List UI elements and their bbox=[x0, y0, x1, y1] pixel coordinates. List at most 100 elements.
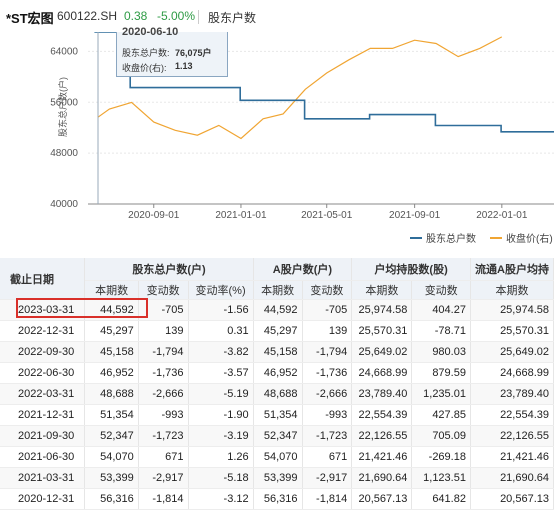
row-date: 2022-09-30 bbox=[0, 341, 86, 363]
row-cell: 25,570.31 bbox=[470, 320, 554, 342]
row-cell: -1,794 bbox=[138, 341, 189, 363]
row-cell: -705 bbox=[138, 299, 189, 321]
col-date-header[interactable]: 截止日期 bbox=[0, 258, 86, 300]
row-cell: 46,952 bbox=[84, 362, 139, 384]
row-date: 2022-12-31 bbox=[0, 320, 86, 342]
row-date: 2021-12-31 bbox=[0, 404, 86, 426]
row-cell: 1,235.01 bbox=[411, 383, 471, 405]
holders-chart[interactable]: 64000 56000 48000 40000 2020-09-01 2021-01-0… bbox=[0, 32, 554, 250]
row-cell: -5.18 bbox=[188, 467, 254, 489]
row-cell: 23,789.40 bbox=[470, 383, 554, 405]
row-cell: 20,567.13 bbox=[470, 488, 554, 510]
row-date: 2021-03-31 bbox=[0, 467, 86, 489]
y-tick-label: 56000 bbox=[50, 97, 78, 108]
row-cell: 0.31 bbox=[188, 320, 254, 342]
row-cell: 54,070 bbox=[253, 446, 303, 468]
chart-legend[interactable]: 股东总户数 收盘价(右) bbox=[410, 232, 553, 245]
table-row[interactable]: 2022-06-30 46,952 -1,736 -3.57 46,952 -1,736 2… bbox=[0, 362, 554, 384]
row-cell: 21,421.46 bbox=[470, 446, 554, 468]
table-row[interactable]: 2021-03-31 53,399 -2,917 -5.18 53,399 -2,917 2… bbox=[0, 467, 554, 489]
sub-header[interactable]: 本期数 bbox=[351, 280, 413, 300]
stock-header: *ST宏图 600122.SH 0.38 -5.00% 股东户数 bbox=[0, 0, 554, 32]
row-cell: -5.19 bbox=[188, 383, 254, 405]
holders-table: 截止日期 股东总户数(户) A股户数(户) 户均持股数(股) 流通A股户均持 本… bbox=[0, 258, 554, 510]
row-cell: -3.12 bbox=[188, 488, 254, 510]
table-body: 2023-03-31 44,592 -705 -1.56 44,592 -705 25,97… bbox=[0, 299, 554, 510]
sub-header[interactable]: 本期数 bbox=[253, 280, 303, 300]
row-cell: -1.56 bbox=[188, 299, 254, 321]
table-row[interactable]: 2021-06-30 54,070 671 1.26 54,070 671 21,421.4… bbox=[0, 446, 554, 468]
row-cell: 879.59 bbox=[411, 362, 471, 384]
row-date: 2022-03-31 bbox=[0, 383, 86, 405]
y-tick-label: 48000 bbox=[50, 148, 78, 159]
chart-grid bbox=[88, 50, 554, 205]
table-row[interactable]: 2022-09-30 45,158 -1,794 -3.82 45,158 -1,794 2… bbox=[0, 341, 554, 363]
row-date: 2023-03-31 bbox=[0, 299, 86, 321]
group-header: 户均持股数(股) bbox=[351, 258, 471, 281]
row-cell: 45,297 bbox=[84, 320, 139, 342]
row-cell: 25,649.02 bbox=[470, 341, 554, 363]
row-cell: 20,567.13 bbox=[351, 488, 413, 510]
x-tick-label: 2021-01-01 bbox=[215, 210, 267, 221]
row-date: 2022-06-30 bbox=[0, 362, 86, 384]
row-cell: -3.19 bbox=[188, 425, 254, 447]
row-cell: -2,917 bbox=[302, 467, 353, 489]
table-row[interactable]: 2020-12-31 56,316 -1,814 -3.12 56,316 -1,814 2… bbox=[0, 488, 554, 510]
group-header: 流通A股户均持 bbox=[470, 258, 554, 281]
row-cell: 25,974.58 bbox=[351, 299, 413, 321]
row-cell: -2,666 bbox=[302, 383, 353, 405]
legend-label-price: 收盘价(右) bbox=[506, 232, 553, 245]
y-tick-label: 40000 bbox=[50, 199, 78, 210]
tooltip-price-label: 收盘价(右): bbox=[122, 63, 167, 73]
row-cell: -705 bbox=[302, 299, 353, 321]
row-cell: 22,554.39 bbox=[351, 404, 413, 426]
row-cell: -1,736 bbox=[302, 362, 353, 384]
sub-header[interactable]: 变动数 bbox=[302, 280, 353, 300]
row-cell: 1,123.51 bbox=[411, 467, 471, 489]
y-axis-ticks: 64000 56000 48000 40000 bbox=[50, 46, 78, 210]
x-axis-ticks: 2020-09-01 2021-01-01 2021-05-01 2021-09-01… bbox=[128, 204, 528, 221]
row-cell: 25,649.02 bbox=[351, 341, 413, 363]
series-line-holders bbox=[94, 32, 554, 161]
row-cell: 404.27 bbox=[411, 299, 471, 321]
row-cell: -1.90 bbox=[188, 404, 254, 426]
table-row[interactable]: 2023-03-31 44,592 -705 -1.56 44,592 -705 25,97… bbox=[0, 299, 554, 321]
row-cell: 22,554.39 bbox=[470, 404, 554, 426]
row-cell: 139 bbox=[302, 320, 353, 342]
row-cell: 53,399 bbox=[253, 467, 303, 489]
row-cell: 22,126.55 bbox=[470, 425, 554, 447]
tooltip-holders-value: 76,075户 bbox=[175, 48, 212, 58]
sub-header[interactable]: 本期数 bbox=[470, 280, 554, 300]
table-row[interactable]: 2022-03-31 48,688 -2,666 -5.19 48,688 -2,666 2… bbox=[0, 383, 554, 405]
row-cell: 52,347 bbox=[253, 425, 303, 447]
row-cell: 51,354 bbox=[84, 404, 139, 426]
row-cell: 53,399 bbox=[84, 467, 139, 489]
y-axis-label: 股东总户数(户) bbox=[57, 77, 68, 137]
row-cell: -2,666 bbox=[138, 383, 189, 405]
table-row[interactable]: 2021-09-30 52,347 -1,723 -3.19 52,347 -1,723 2… bbox=[0, 425, 554, 447]
sub-header[interactable]: 本期数 bbox=[84, 280, 139, 300]
row-cell: 52,347 bbox=[84, 425, 139, 447]
table-row[interactable]: 2022-12-31 45,297 139 0.31 45,297 139 25,570.3… bbox=[0, 320, 554, 342]
row-cell: 23,789.40 bbox=[351, 383, 413, 405]
row-cell: 21,421.46 bbox=[351, 446, 413, 468]
series-line-price bbox=[97, 36, 503, 140]
chart-lines bbox=[94, 32, 554, 204]
x-tick-label: 2022-01-01 bbox=[476, 210, 528, 221]
x-tick-label: 2021-05-01 bbox=[301, 210, 353, 221]
sub-header[interactable]: 变动率(%) bbox=[188, 280, 254, 300]
sub-header[interactable]: 变动数 bbox=[138, 280, 189, 300]
section-title[interactable]: 股东户数 bbox=[208, 11, 257, 25]
row-cell: 56,316 bbox=[84, 488, 139, 510]
row-cell: 427.85 bbox=[411, 404, 471, 426]
row-cell: -1,723 bbox=[138, 425, 189, 447]
row-cell: -1,794 bbox=[302, 341, 353, 363]
sub-header[interactable]: 变动数 bbox=[411, 280, 471, 300]
row-date: 2020-12-31 bbox=[0, 488, 86, 510]
row-cell: 641.82 bbox=[411, 488, 471, 510]
row-cell: -1,814 bbox=[302, 488, 353, 510]
table-row[interactable]: 2021-12-31 51,354 -993 -1.90 51,354 -993 22,55… bbox=[0, 404, 554, 426]
row-cell: -269.18 bbox=[411, 446, 471, 468]
row-cell: -2,917 bbox=[138, 467, 189, 489]
row-cell: 51,354 bbox=[253, 404, 303, 426]
